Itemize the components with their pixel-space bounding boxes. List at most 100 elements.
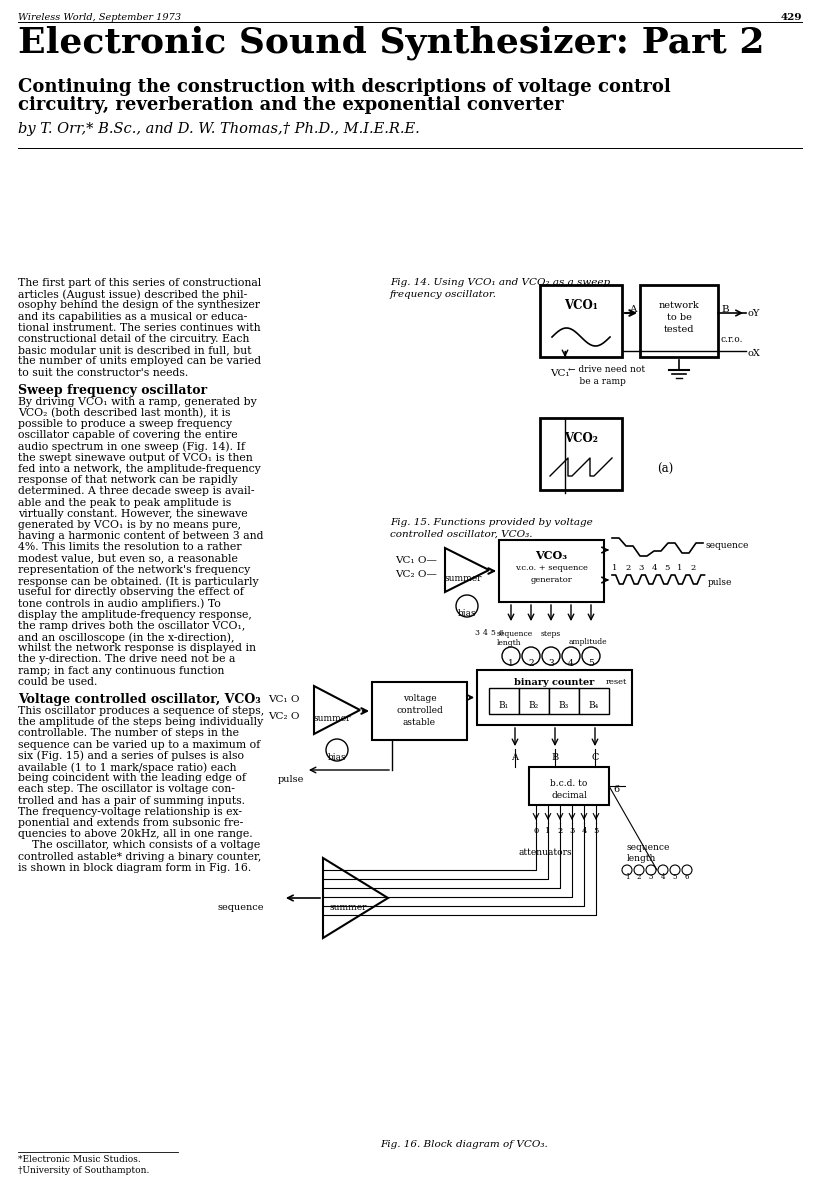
Text: Wireless World, September 1973: Wireless World, September 1973 [18,13,181,23]
Text: amplitude: amplitude [568,638,607,646]
Text: 3: 3 [548,659,553,668]
Text: VCO₂ (both described last month), it is: VCO₂ (both described last month), it is [18,408,230,419]
Bar [518,688,549,714]
Text: be a ramp: be a ramp [568,377,625,385]
Text: trolled and has a pair of summing inputs.: trolled and has a pair of summing inputs… [18,796,245,805]
Text: sequence: sequence [218,903,265,912]
Text: Voltage controlled oscillator, VCO₃: Voltage controlled oscillator, VCO₃ [18,693,260,706]
Text: VCO₃: VCO₃ [535,550,567,561]
Text: sequence: sequence [705,541,749,550]
Text: 2: 2 [636,873,640,881]
Text: B: B [550,753,558,761]
Text: articles (August issue) described the phil-: articles (August issue) described the ph… [18,289,247,300]
Text: 1: 1 [676,565,682,572]
Text: having a harmonic content of between 3 and: having a harmonic content of between 3 a… [18,531,263,541]
Text: v.c.o. + sequence: v.c.o. + sequence [514,565,587,572]
Text: (a): (a) [656,463,672,476]
Text: 6: 6 [684,873,689,881]
Text: 5: 5 [593,827,598,835]
Text: sequence: sequence [496,630,532,638]
Text: controlled: controlled [396,706,442,715]
Text: pulse: pulse [278,774,304,784]
Text: steps: steps [541,630,560,638]
Text: whilst the network response is displayed in: whilst the network response is displayed… [18,643,256,653]
Text: 5: 5 [672,873,676,881]
Bar [477,670,631,725]
Text: VC₂ O: VC₂ O [268,712,299,721]
Text: the swept sinewave output of VCO₁ is then: the swept sinewave output of VCO₁ is the… [18,453,252,463]
Circle shape [581,648,600,665]
Text: basic modular unit is described in full, but: basic modular unit is described in full,… [18,345,251,355]
Text: by T. Orr,* B.Sc., and D. W. Thomas,† Ph.D., M.I.E.R.E.: by T. Orr,* B.Sc., and D. W. Thomas,† Ph… [18,122,419,136]
Text: 4: 4 [568,659,573,668]
Text: VC₁ O—: VC₁ O— [395,556,437,565]
Text: controllable. The number of steps in the: controllable. The number of steps in the [18,728,238,739]
Text: to be: to be [666,313,690,323]
Text: summer: summer [329,903,366,912]
Text: *Electronic Music Studios.: *Electronic Music Studios. [18,1155,141,1163]
Text: This oscillator produces a sequence of steps,: This oscillator produces a sequence of s… [18,706,264,716]
Circle shape [522,648,540,665]
Text: 2: 2 [527,659,533,668]
Text: ponential and extends from subsonic fre-: ponential and extends from subsonic fre- [18,818,243,828]
Text: decimal: decimal [550,791,586,801]
Text: VC₁: VC₁ [550,369,569,378]
Text: oX: oX [747,349,760,358]
Circle shape [501,648,519,665]
Text: audio spectrum in one sweep (Fig. 14). If: audio spectrum in one sweep (Fig. 14). I… [18,441,245,452]
Text: 2: 2 [690,565,695,572]
Text: summer: summer [313,714,351,723]
Circle shape [326,739,347,761]
Text: to suit the constructor's needs.: to suit the constructor's needs. [18,368,188,377]
Text: VCO₂: VCO₂ [563,432,597,445]
Text: is shown in block diagram form in Fig. 16.: is shown in block diagram form in Fig. 1… [18,862,251,873]
Text: A: A [629,305,636,314]
Text: available (1 to 1 mark/space ratio) each: available (1 to 1 mark/space ratio) each [18,761,236,772]
Text: response can be obtained. (It is particularly: response can be obtained. (It is particu… [18,576,258,587]
Text: circuitry, reverberation and the exponential converter: circuitry, reverberation and the exponen… [18,96,563,114]
Circle shape [561,648,579,665]
Polygon shape [314,686,360,734]
Polygon shape [323,857,387,938]
Text: 3: 3 [648,873,653,881]
Bar [540,417,622,490]
Circle shape [455,595,477,617]
Text: tional instrument. The series continues with: tional instrument. The series continues … [18,323,260,333]
Text: ← drive need not: ← drive need not [568,365,645,374]
Text: pulse: pulse [707,578,731,587]
Text: controlled astable* driving a binary counter,: controlled astable* driving a binary cou… [18,852,261,861]
Text: quencies to above 20kHz, all in one range.: quencies to above 20kHz, all in one rang… [18,829,252,840]
Bar [488,688,518,714]
Text: voltage: voltage [402,694,436,703]
Text: 1: 1 [624,873,628,881]
Text: B₁: B₁ [498,701,509,710]
Text: B₃: B₃ [559,701,568,710]
Text: 2: 2 [625,565,630,572]
Bar [578,688,609,714]
Text: possible to produce a sweep frequency: possible to produce a sweep frequency [18,419,232,429]
Text: frequency oscillator.: frequency oscillator. [390,291,496,299]
Text: b.c.d. to: b.c.d. to [550,779,587,788]
Text: and its capabilities as a musical or educa-: and its capabilities as a musical or edu… [18,312,247,321]
Text: the number of units employed can be varied: the number of units employed can be vari… [18,357,260,366]
Text: and an oscilloscope (in the x-direction),: and an oscilloscope (in the x-direction)… [18,632,234,643]
Text: ramp; in fact any continuous function: ramp; in fact any continuous function [18,665,224,676]
Text: binary counter: binary counter [514,678,594,687]
Text: B₂: B₂ [528,701,538,710]
Text: network: network [658,301,699,310]
Text: fed into a network, the amplitude-frequency: fed into a network, the amplitude-freque… [18,464,260,474]
Text: oscillator capable of covering the entire: oscillator capable of covering the entir… [18,431,238,440]
Text: able and the peak to peak amplitude is: able and the peak to peak amplitude is [18,498,231,508]
Text: the ramp drives both the oscillator VCO₁,: the ramp drives both the oscillator VCO₁… [18,620,245,631]
Text: 1: 1 [508,659,514,668]
Text: 429: 429 [780,13,801,23]
Text: The first part of this series of constructional: The first part of this series of constru… [18,278,261,288]
Text: Fig. 14. Using VCO₁ and VCO₂ as a sweep: Fig. 14. Using VCO₁ and VCO₂ as a sweep [390,278,609,287]
Text: 4: 4 [581,827,586,835]
Text: 5: 5 [663,565,669,572]
Text: 4: 4 [650,565,656,572]
Text: the amplitude of the steps being individually: the amplitude of the steps being individ… [18,718,263,727]
Bar [499,540,604,602]
Text: Fig. 15. Functions provided by voltage: Fig. 15. Functions provided by voltage [390,518,592,527]
Text: The frequency-voltage relationship is ex-: The frequency-voltage relationship is ex… [18,806,242,817]
